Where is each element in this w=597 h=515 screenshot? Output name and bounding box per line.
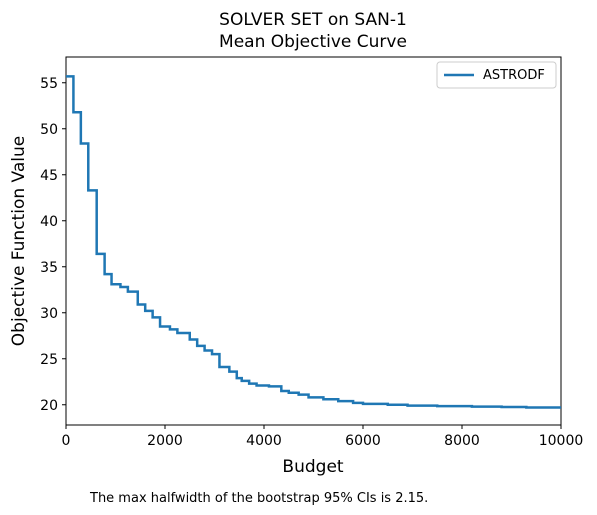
x-tick-label: 0 (62, 433, 71, 449)
y-tick-label: 45 (40, 168, 58, 184)
footnote-text: The max halfwidth of the bootstrap 95% C… (89, 491, 428, 506)
series-layer (66, 75, 561, 409)
y-tick-label: 40 (40, 214, 58, 230)
x-tick-label: 8000 (444, 433, 480, 449)
x-axis-label: Budget (282, 457, 343, 477)
x-tick-label: 4000 (246, 433, 282, 449)
y-tick-label: 55 (40, 76, 58, 92)
x-tick-label: 6000 (345, 433, 381, 449)
y-tick-label: 20 (40, 398, 58, 414)
y-axis-label: Objective Function Value (9, 136, 29, 346)
y-tick-label: 25 (40, 352, 58, 368)
series-line-astrodf (66, 75, 561, 409)
y-tick-label: 50 (40, 122, 58, 138)
y-tick-label: 30 (40, 306, 58, 322)
x-tick-label: 2000 (147, 433, 183, 449)
legend-box (436, 61, 557, 89)
y-axis-ticks: 20 25 30 35 40 45 50 55 (40, 76, 66, 414)
y-tick-label: 35 (40, 260, 58, 276)
chart-title-line-2: Mean Objective Curve (219, 32, 407, 52)
x-axis-ticks: 0 2000 4000 6000 8000 10000 (62, 425, 584, 449)
x-tick-label: 10000 (539, 433, 584, 449)
legend-label-astrodf: ASTRODF (483, 68, 545, 83)
chart-title: SOLVER SET on SAN-1 Mean Objective Curve (219, 10, 407, 52)
chart-title-line-1: SOLVER SET on SAN-1 (219, 10, 407, 30)
legend: ASTRODF (436, 61, 557, 89)
plot-area-frame (65, 56, 562, 426)
